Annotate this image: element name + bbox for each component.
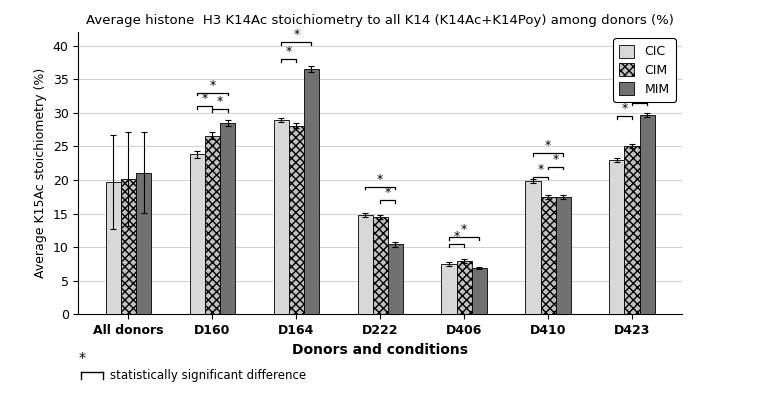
Bar — [525, 181, 540, 314]
Y-axis label: Average K15Ac stoichiometry (%): Average K15Ac stoichiometry (%) — [34, 68, 47, 278]
Legend: CIC, CIM, MIM: CIC, CIM, MIM — [613, 39, 676, 102]
Text: *: * — [629, 72, 635, 85]
Title: Average histone  H3 K14Ac stoichiometry to all K14 (K14Ac+K14Poy) among donors (: Average histone H3 K14Ac stoichiometry t… — [86, 14, 674, 27]
Text: *: * — [637, 89, 643, 102]
Text: *: * — [453, 230, 459, 243]
Bar — [456, 261, 472, 314]
Text: *: * — [621, 102, 627, 115]
Bar — [220, 123, 235, 314]
Bar — [190, 154, 205, 314]
Text: *: * — [78, 351, 85, 365]
Text: *: * — [545, 139, 551, 152]
Bar — [640, 115, 655, 314]
Text: *: * — [377, 173, 383, 186]
Bar — [540, 197, 556, 314]
Text: *: * — [209, 79, 216, 92]
Text: *: * — [461, 223, 467, 236]
Bar — [372, 217, 388, 314]
Bar — [556, 197, 571, 314]
Text: statistically significant difference: statistically significant difference — [110, 369, 306, 382]
Bar — [472, 268, 487, 314]
Bar — [388, 245, 403, 314]
Bar — [609, 160, 624, 314]
Text: *: * — [385, 186, 391, 199]
Bar — [121, 179, 136, 314]
Bar — [289, 126, 304, 314]
Text: *: * — [537, 163, 543, 176]
Text: *: * — [285, 45, 292, 58]
Bar — [205, 136, 220, 314]
Bar — [441, 264, 456, 314]
Bar — [358, 215, 372, 314]
X-axis label: Donors and conditions: Donors and conditions — [292, 343, 468, 357]
Text: *: * — [553, 153, 559, 166]
Text: *: * — [293, 28, 299, 42]
Text: *: * — [201, 92, 208, 105]
Bar — [136, 172, 151, 314]
Bar — [304, 69, 319, 314]
Bar — [274, 120, 289, 314]
Text: *: * — [217, 96, 223, 108]
Bar — [106, 182, 121, 314]
Bar — [624, 146, 640, 314]
